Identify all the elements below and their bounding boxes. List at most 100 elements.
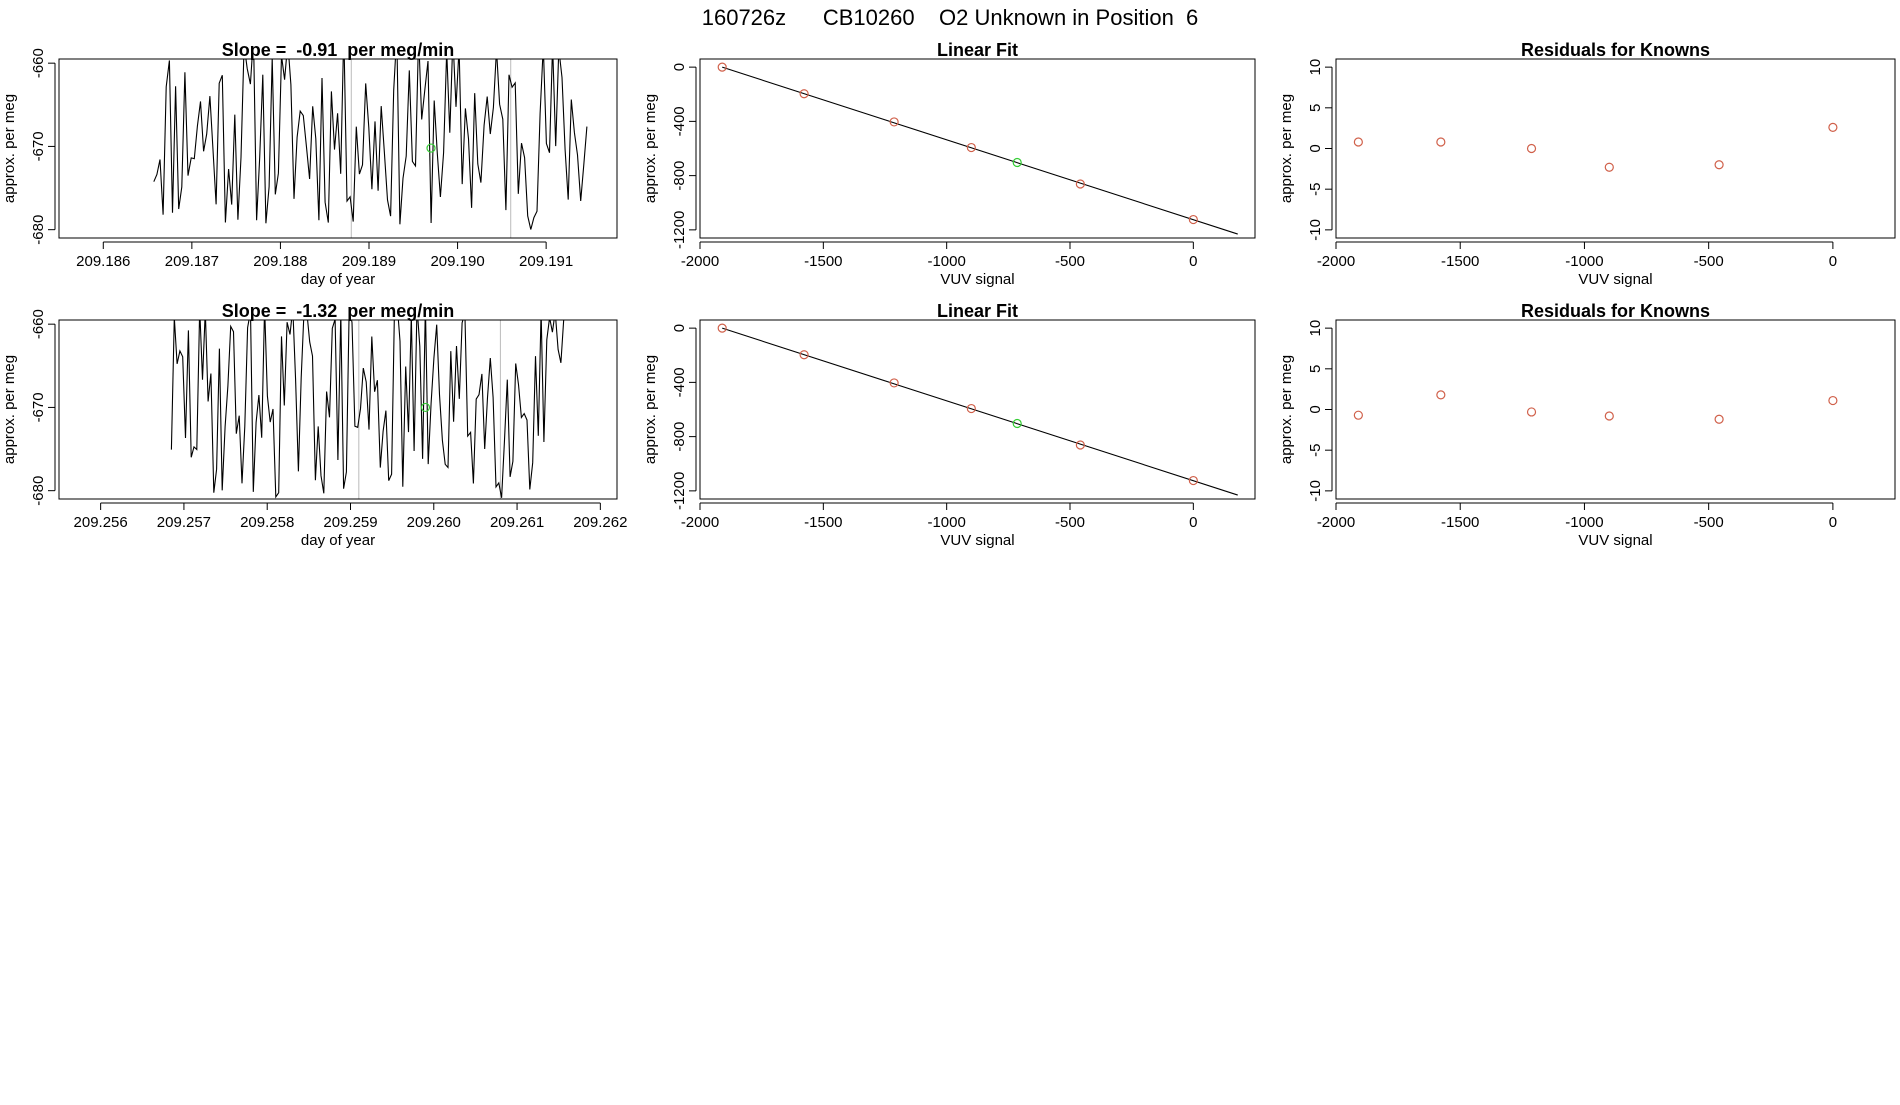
plot-frame: [1335, 319, 1896, 500]
y-tick-label: -800: [671, 161, 688, 191]
known-point: [1526, 143, 1537, 154]
known-point: [1353, 137, 1363, 147]
y-axis-label: approx. per meg: [1278, 355, 1295, 464]
x-tick-label: 0: [1189, 514, 1197, 531]
y-tick-label: -660: [30, 309, 47, 339]
data-trace-line: [170, 320, 565, 499]
x-axis-label: VUV signal: [1578, 271, 1652, 288]
plot-frame: [699, 58, 1256, 239]
x-axis-label: VUV signal: [940, 271, 1014, 288]
y-axis-label: approx. per meg: [1, 355, 18, 464]
x-tick-label: -1000: [927, 514, 965, 531]
x-tick-label: 209.258: [240, 514, 294, 531]
known-point: [1604, 162, 1614, 172]
panel-title: Slope = -1.32 per meg/min: [222, 301, 455, 321]
panel-title: Slope = -0.91 per meg/min: [222, 40, 455, 60]
panel-3: Residuals for Knowns -2000 -1500 -1000 -500 0…: [1278, 40, 1896, 288]
x-tick-label: 0: [1829, 253, 1837, 270]
panel-title: Residuals for Knowns: [1521, 301, 1710, 321]
x-tick-label: 0: [1189, 253, 1197, 270]
panel-6: Residuals for Knowns -2000 -1500 -1000 -500 0…: [1278, 301, 1896, 549]
y-tick-label: -680: [30, 215, 47, 245]
panel-5: Linear Fit -2000 -1500 -1000 -500 0 VUV signal…: [642, 301, 1256, 549]
x-axis-label: day of year: [301, 532, 375, 549]
panel-1: Slope = -0.91 per meg/min 209.186 209.187 2…: [1, 40, 618, 288]
panel-4: Slope = -1.32 per meg/min 209.256 209.257 2…: [1, 301, 627, 549]
known-point: [1188, 475, 1198, 486]
known-point: [1714, 160, 1724, 170]
x-tick-label: 209.256: [74, 514, 128, 531]
known-point: [799, 350, 809, 360]
x-tick-label: -1500: [804, 514, 842, 531]
plot-frame: [58, 58, 618, 239]
known-point: [1604, 411, 1614, 421]
y-tick-label: 5: [1307, 365, 1324, 373]
y-tick-label: -5: [1307, 183, 1324, 196]
x-tick-label: -1500: [1441, 514, 1479, 531]
y-tick-label: -1200: [671, 472, 688, 510]
known-point: [1353, 410, 1363, 420]
x-tick-label: 209.260: [407, 514, 461, 531]
panel-2: Linear Fit -2000 -1500 -1000 -500 0 VUV signal…: [642, 40, 1256, 288]
x-tick-label: -500: [1694, 514, 1724, 531]
unknown-point: [1012, 418, 1022, 429]
y-tick-label: 5: [1307, 104, 1324, 112]
known-point: [1075, 440, 1085, 450]
x-tick-label: -1000: [1565, 253, 1603, 270]
y-tick-label: -680: [30, 476, 47, 506]
fit-line: [722, 66, 1238, 235]
x-tick-label: 209.188: [253, 253, 307, 270]
y-tick-label: 10: [1307, 59, 1324, 76]
x-axis-label: VUV signal: [940, 532, 1014, 549]
y-axis-label: approx. per meg: [642, 355, 659, 464]
known-point: [717, 62, 727, 72]
x-tick-label: 209.191: [519, 253, 573, 270]
y-tick-label: 0: [1307, 405, 1324, 413]
known-point: [1188, 214, 1198, 225]
y-axis-label: approx. per meg: [1278, 94, 1295, 203]
x-tick-label: -500: [1055, 514, 1085, 531]
x-tick-label: 209.259: [323, 514, 377, 531]
x-tick-label: 209.186: [76, 253, 130, 270]
figure-title: 160726z CB10260 O2 Unknown in Position 6: [702, 5, 1199, 30]
y-tick-label: -1200: [671, 211, 688, 249]
known-point: [1828, 122, 1838, 132]
known-point: [966, 403, 976, 414]
known-point: [717, 323, 727, 333]
y-axis-label: approx. per meg: [642, 94, 659, 203]
y-tick-label: 10: [1307, 320, 1324, 337]
y-tick-label: -660: [30, 48, 47, 78]
y-tick-label: 0: [1307, 144, 1324, 152]
y-tick-label: -10: [1307, 480, 1324, 502]
x-axis-label: VUV signal: [1578, 532, 1652, 549]
x-tick-label: -2000: [1317, 514, 1355, 531]
x-tick-label: -500: [1694, 253, 1724, 270]
known-point: [889, 378, 899, 388]
panel-title: Linear Fit: [937, 40, 1018, 60]
y-tick-label: 0: [671, 63, 688, 71]
y-tick-label: -400: [671, 106, 688, 136]
panel-title: Linear Fit: [937, 301, 1018, 321]
x-tick-label: -1000: [1565, 514, 1603, 531]
y-tick-label: -670: [30, 392, 47, 422]
x-tick-label: -2000: [681, 253, 719, 270]
x-tick-label: 209.262: [573, 514, 627, 531]
x-tick-label: -2000: [681, 514, 719, 531]
x-tick-label: 209.261: [490, 514, 544, 531]
x-tick-label: -1500: [804, 253, 842, 270]
known-point: [1075, 179, 1085, 189]
y-tick-label: -670: [30, 131, 47, 161]
x-tick-label: -1500: [1441, 253, 1479, 270]
unknown-point: [420, 402, 431, 413]
x-tick-label: -500: [1055, 253, 1085, 270]
known-point: [1436, 137, 1446, 147]
x-tick-label: 0: [1829, 514, 1837, 531]
data-trace-line: [153, 59, 588, 230]
x-tick-label: 209.257: [157, 514, 211, 531]
fit-line: [722, 327, 1238, 496]
plot-frame: [58, 319, 618, 500]
y-tick-label: -800: [671, 422, 688, 452]
x-tick-label: 209.190: [430, 253, 484, 270]
known-point: [966, 142, 976, 153]
